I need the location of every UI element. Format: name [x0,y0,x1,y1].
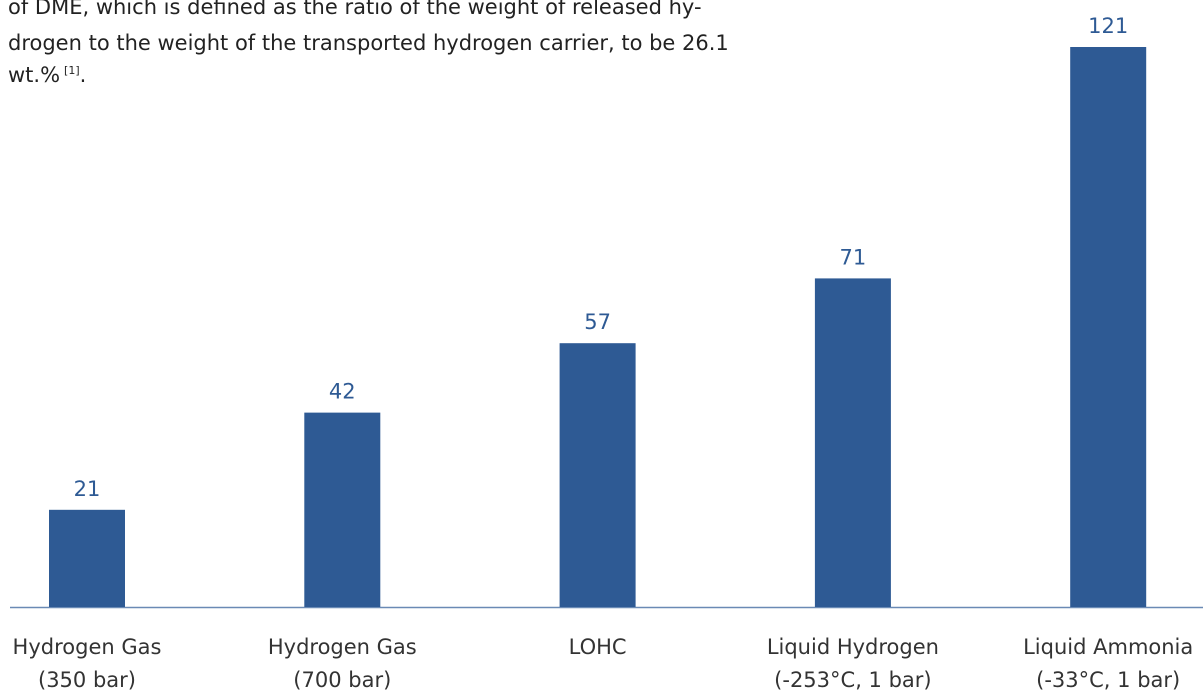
citation: [1] [64,64,80,77]
value-label: 121 [1088,14,1128,38]
x-tick-label: (700 bar) [293,668,391,690]
paragraph-line: wt.% [8,63,60,87]
x-tick-label: (-253°C, 1 bar) [774,668,931,690]
value-label: 57 [584,310,611,334]
bar [814,278,891,607]
paragraph-line: wt.% [1]. [8,63,86,87]
value-label: 71 [840,245,867,269]
x-tick-label: Hydrogen Gas [13,635,162,659]
value-label: 42 [329,380,356,404]
x-tick-label: Hydrogen Gas [268,635,417,659]
bar [49,509,125,607]
paragraph-line: of DME, which is defined as the ratio of… [8,0,702,19]
paragraph-line: drogen to the weight of the transported … [8,31,729,55]
x-tick-label: (350 bar) [38,668,136,690]
x-tick-label: Liquid Hydrogen [767,635,939,659]
x-tick-label: LOHC [569,635,627,659]
bar [304,412,381,607]
bar [1070,47,1147,607]
paragraph-end: . [80,63,87,87]
x-tick-label: Liquid Ammonia [1023,635,1193,659]
x-tick-label: (-33°C, 1 bar) [1036,668,1180,690]
bar [559,343,636,607]
value-label: 21 [74,477,101,501]
